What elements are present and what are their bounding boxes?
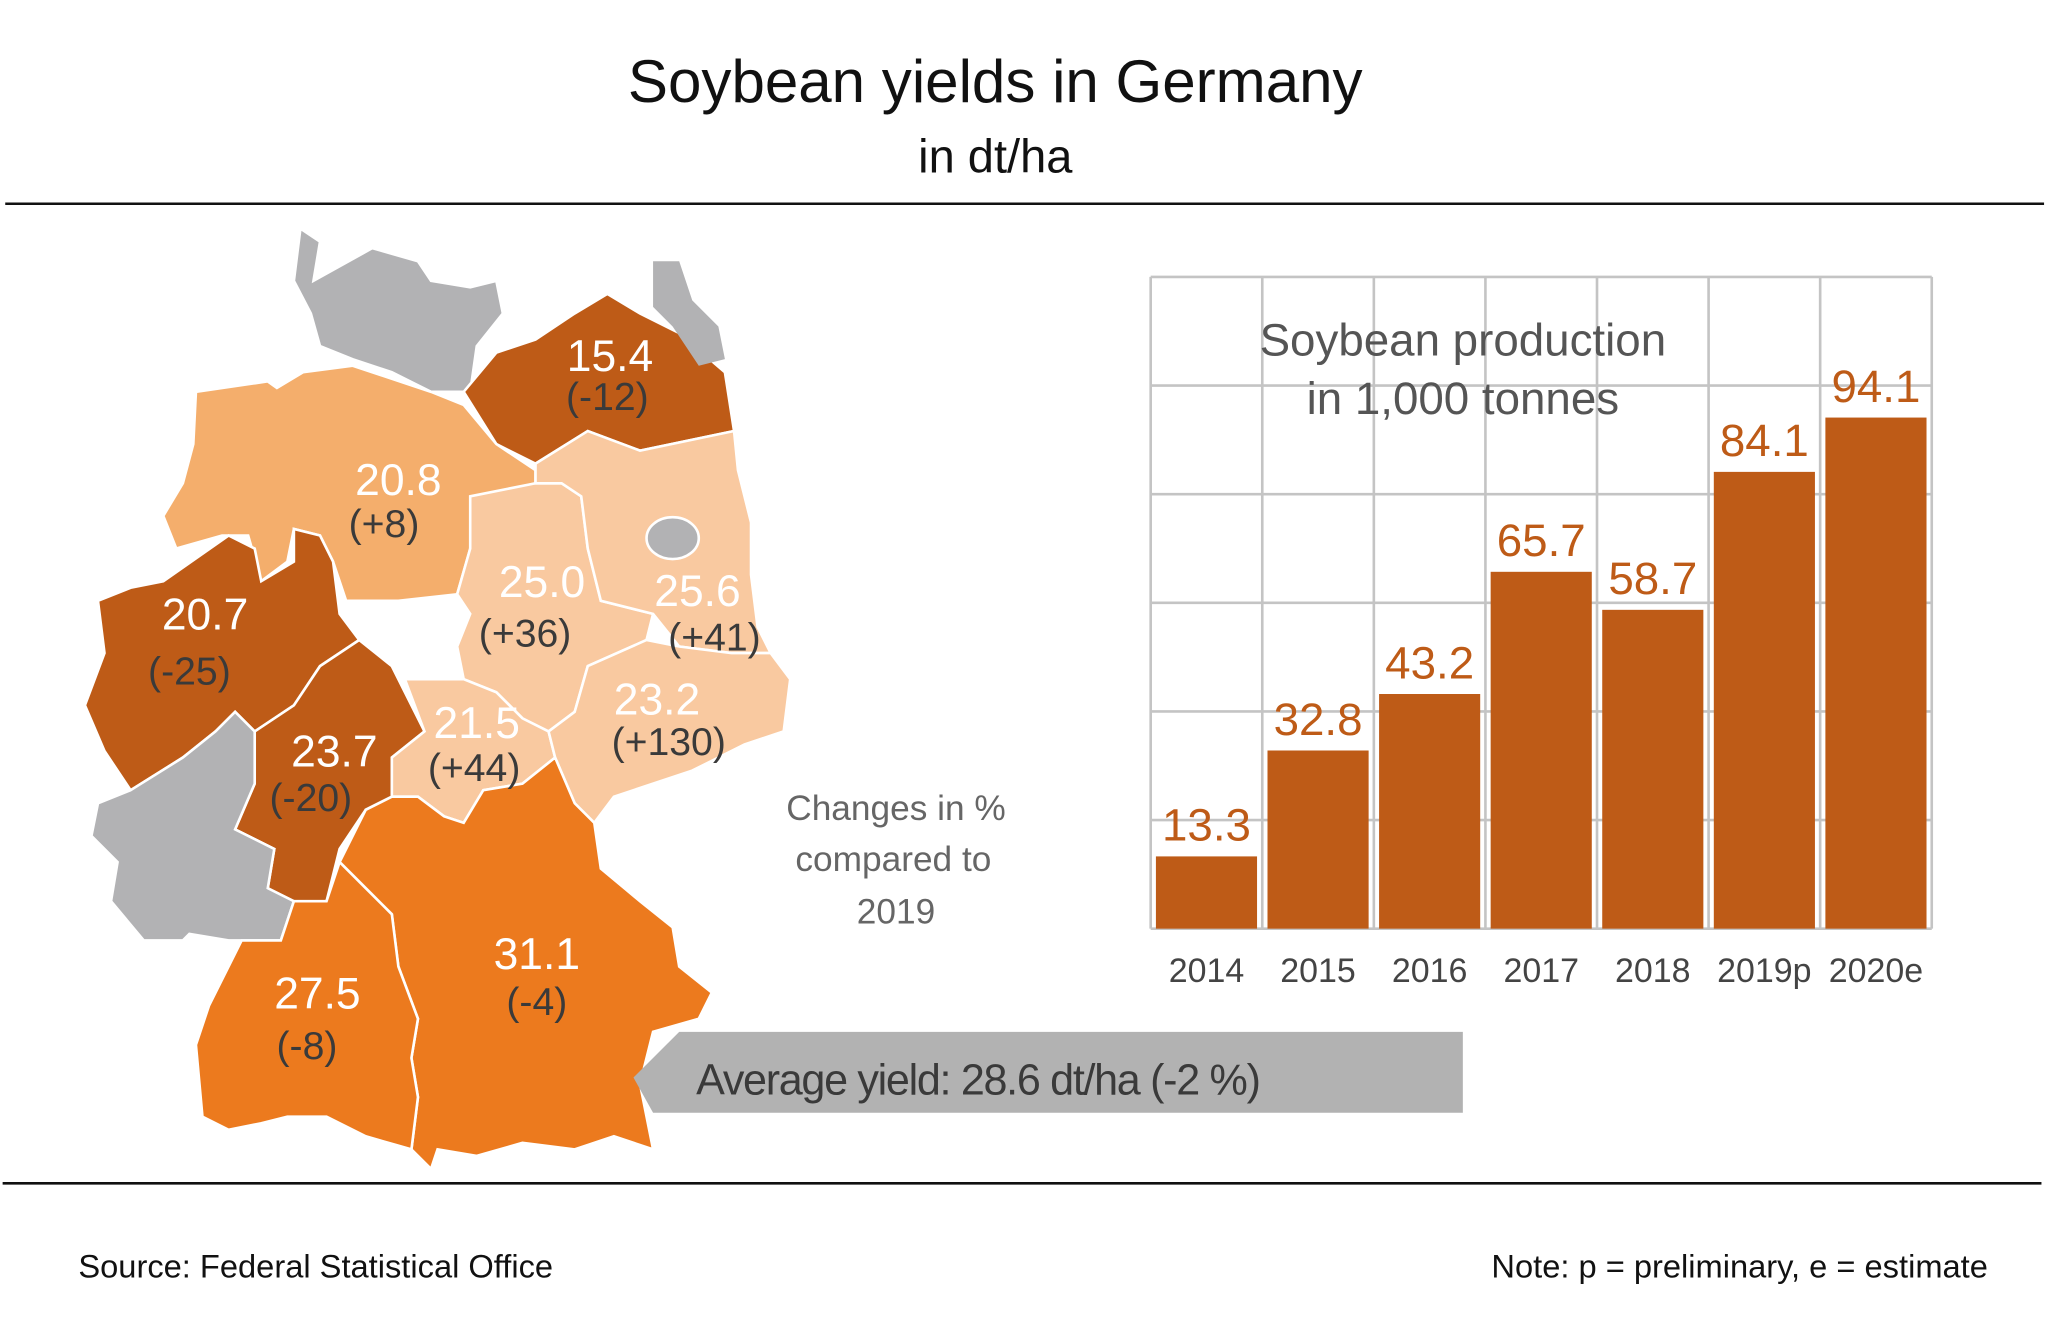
note-text: Note: p = preliminary, e = estimate — [1491, 1247, 1987, 1284]
x-tick-label: 2020e — [1829, 952, 1923, 990]
chart-subtitle: in 1,000 tonnes — [1307, 373, 1620, 424]
x-tick-label: 2017 — [1503, 952, 1579, 990]
yield-lower-saxony: 20.8 — [355, 456, 441, 505]
bar-2017 — [1490, 571, 1592, 929]
x-tick-label: 2014 — [1169, 952, 1245, 990]
change-thuringia: (+44) — [428, 747, 521, 790]
chart-bars — [1155, 417, 1927, 929]
average-yield-text: Average yield: 28.6 dt/ha (-2 %) — [696, 1057, 1259, 1105]
x-tick-label: 2018 — [1615, 952, 1691, 990]
legend-line-2: compared to — [795, 840, 991, 879]
bar-2016 — [1379, 694, 1481, 929]
state-schleswig-holstein — [292, 226, 505, 394]
data-label-2017: 65.7 — [1497, 515, 1586, 566]
x-tick-label: 2016 — [1392, 952, 1468, 990]
callout-shape — [633, 1031, 1463, 1113]
chart-labels: 13.3 2014 32.8 2015 43.2 2016 65.7 2017 58.7 2018… — [1162, 361, 1923, 990]
chart-title: Soybean production — [1260, 314, 1667, 365]
data-label-2020e: 94.1 — [1831, 361, 1920, 412]
change-north-rhine-westphalia: (-25) — [148, 650, 231, 693]
page-title: Soybean yields in Germany — [628, 48, 1363, 115]
change-saxony: (+130) — [612, 721, 726, 764]
data-label-2019p: 84.1 — [1720, 415, 1809, 466]
bar-2015 — [1267, 750, 1369, 929]
change-bavaria: (-4) — [506, 981, 567, 1024]
changes-legend: Changes in % compared to 2019 — [786, 789, 1005, 931]
island-ruegen — [653, 261, 725, 366]
legend-line-3: 2019 — [857, 892, 935, 931]
state-baden-wuerttemberg — [194, 859, 420, 1152]
page-subtitle: in dt/ha — [918, 129, 1073, 182]
production-bar-chart: Soybean production in 1,000 tonnes 13.3 2… — [1149, 275, 1934, 990]
legend-line-1: Changes in % — [786, 789, 1005, 828]
yield-bavaria: 31.1 — [494, 930, 580, 979]
state-lower-saxony — [161, 364, 537, 603]
state-berlin — [645, 515, 701, 561]
yield-saxony: 23.2 — [614, 675, 700, 724]
yield-north-rhine-westphalia: 20.7 — [162, 591, 248, 640]
yield-hesse: 23.7 — [291, 728, 377, 777]
yield-saxony-anhalt: 25.0 — [499, 558, 585, 607]
x-tick-label: 2015 — [1280, 952, 1355, 990]
data-label-2018: 58.7 — [1608, 553, 1697, 604]
bar-2018 — [1602, 609, 1704, 929]
bar-2020e — [1825, 417, 1927, 929]
change-baden-wuerttemberg: (-8) — [276, 1025, 337, 1068]
change-lower-saxony: (+8) — [349, 503, 420, 546]
bar-2019p — [1713, 471, 1815, 929]
bar-2014 — [1155, 856, 1258, 929]
change-hesse: (-20) — [270, 777, 353, 820]
average-yield-callout: Average yield: 28.6 dt/ha (-2 %) — [633, 1031, 1463, 1113]
data-label-2016: 43.2 — [1385, 637, 1474, 688]
data-label-2014: 13.3 — [1162, 800, 1251, 851]
yield-brandenburg: 25.6 — [654, 567, 740, 616]
x-tick-label: 2019p — [1717, 952, 1811, 990]
change-saxony-anhalt: (+36) — [479, 613, 572, 656]
change-brandenburg: (+41) — [668, 616, 761, 659]
germany-map: 15.4 (-12) 20.8 (+8) 25.0 (+36) 25.6 (+4… — [83, 226, 792, 1172]
yield-mecklenburg-vorpommern: 15.4 — [567, 332, 653, 381]
data-label-2015: 32.8 — [1274, 694, 1363, 745]
yield-baden-wuerttemberg: 27.5 — [274, 969, 360, 1018]
yield-thuringia: 21.5 — [434, 699, 520, 748]
change-mecklenburg-vorpommern: (-12) — [566, 376, 649, 419]
source-text: Source: Federal Statistical Office — [78, 1247, 553, 1284]
